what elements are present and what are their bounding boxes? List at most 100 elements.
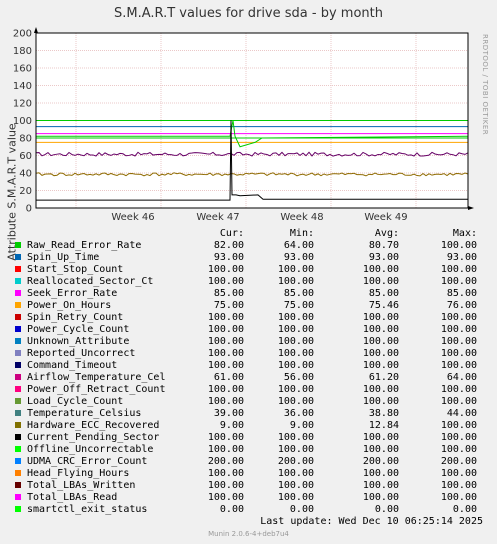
legend-name: Reallocated_Sector_Ct [27, 276, 154, 287]
chart-title: S.M.A.R.T values for drive sda - by mont… [114, 6, 383, 21]
legend-avg: 100.00 [362, 444, 399, 455]
legend-name: Power_Cycle_Count [27, 324, 130, 335]
legend-max: 100.00 [440, 432, 477, 443]
legend-swatch [15, 302, 21, 308]
legend-avg: 100.00 [362, 468, 399, 479]
legend-row: Total_LBAs_Read 100.00 100.00 100.00 100.00 [0, 492, 497, 504]
legend-avg: 12.84 [368, 420, 399, 431]
legend-name: Current_Pending_Sector [27, 432, 160, 443]
legend-avg: 100.00 [362, 312, 399, 323]
legend-cur: 100.00 [207, 324, 244, 335]
legend-name: Power_On_Hours [27, 300, 112, 311]
legend-row: Unknown_Attribute 100.00 100.00 100.00 100.0… [0, 336, 497, 348]
y-tick-label: 180 [13, 46, 32, 57]
legend-cur: 100.00 [207, 384, 244, 395]
legend-swatch [15, 410, 21, 416]
legend-header-min: Min: [289, 228, 314, 239]
legend-avg: 100.00 [362, 384, 399, 395]
legend-min: 100.00 [277, 276, 314, 287]
y-tick-label: 100 [13, 116, 32, 127]
legend-swatch [15, 338, 21, 344]
legend-max: 100.00 [440, 312, 477, 323]
legend-name: Command_Timeout [27, 360, 118, 371]
legend-cur: 0.00 [219, 504, 244, 515]
legend-row: Start_Stop_Count 100.00 100.00 100.00 100.00 [0, 264, 497, 276]
legend-avg: 200.00 [362, 456, 399, 467]
legend-max: 100.00 [440, 444, 477, 455]
legend-min: 56.00 [283, 372, 314, 383]
legend-name: Unknown_Attribute [27, 336, 130, 347]
legend-min: 100.00 [277, 348, 314, 359]
legend-swatch [15, 458, 21, 464]
legend-avg: 75.46 [368, 300, 399, 311]
legend-avg: 100.00 [362, 264, 399, 275]
legend-cur: 85.00 [213, 288, 244, 299]
legend-cur: 9.00 [219, 420, 244, 431]
legend-cur: 93.00 [213, 252, 244, 263]
legend-swatch [15, 254, 21, 260]
legend-avg: 38.80 [368, 408, 399, 419]
legend-name: Seek_Error_Rate [27, 288, 118, 299]
legend-swatch [15, 278, 21, 284]
legend-cur: 100.00 [207, 336, 244, 347]
legend-swatch [15, 434, 21, 440]
legend-row: Temperature_Celsius 39.00 36.00 38.80 44.00 [0, 408, 497, 420]
legend-cur: 39.00 [213, 408, 244, 419]
y-tick-label: 60 [19, 151, 32, 162]
y-tick-label: 140 [13, 81, 32, 92]
legend-row: Reallocated_Sector_Ct 100.00 100.00 100.00 1… [0, 276, 497, 288]
legend-name: Airflow_Temperature_Cel [27, 372, 166, 383]
legend-row: Total_LBAs_Written 100.00 100.00 100.00 100.… [0, 480, 497, 492]
legend-min: 100.00 [277, 360, 314, 371]
legend-header-avg: Avg: [374, 228, 399, 239]
legend-cur: 100.00 [207, 480, 244, 491]
y-tick-label: 40 [19, 169, 32, 180]
legend-min: 36.00 [283, 408, 314, 419]
x-axis-arrow [468, 206, 474, 210]
y-tick-label: 200 [13, 29, 32, 40]
legend-min: 100.00 [277, 312, 314, 323]
legend-min: 100.00 [277, 492, 314, 503]
legend-cur: 61.00 [213, 372, 244, 383]
legend-min: 64.00 [283, 240, 314, 251]
legend-max: 0.00 [452, 504, 477, 515]
legend-row: Current_Pending_Sector 100.00 100.00 100.00… [0, 432, 497, 444]
legend-max: 100.00 [440, 324, 477, 335]
legend-cur: 100.00 [207, 468, 244, 479]
y-tick-label: 80 [19, 134, 32, 145]
legend-max: 100.00 [440, 396, 477, 407]
legend-min: 75.00 [283, 300, 314, 311]
series-line-hardware-ecc [36, 120, 468, 201]
legend-max: 100.00 [440, 468, 477, 479]
legend-swatch [15, 290, 21, 296]
legend-cur: 100.00 [207, 360, 244, 371]
legend-max: 100.00 [440, 420, 477, 431]
legend-header: Cur: Min: Avg: Max: [0, 228, 497, 240]
legend-row: Raw_Read_Error_Rate 82.00 64.00 80.70 100.00 [0, 240, 497, 252]
legend-row: Airflow_Temperature_Cel 61.00 56.00 61.20 64… [0, 372, 497, 384]
legend-row: Seek_Error_Rate 85.00 85.00 85.00 85.00 [0, 288, 497, 300]
legend-cur: 100.00 [207, 276, 244, 287]
legend-row: Reported_Uncorrect 100.00 100.00 100.00 100.… [0, 348, 497, 360]
legend-max: 100.00 [440, 492, 477, 503]
legend-avg: 100.00 [362, 336, 399, 347]
legend-row: Power_On_Hours 75.00 75.00 75.46 76.00 [0, 300, 497, 312]
legend-min: 9.00 [289, 420, 314, 431]
legend-name: Reported_Uncorrect [27, 348, 136, 359]
legend-name: Temperature_Celsius [27, 408, 142, 419]
legend-swatch [15, 314, 21, 320]
legend-name: Offline_Uncorrectable [27, 444, 154, 455]
legend-name: Hardware_ECC_Recovered [27, 420, 160, 431]
legend-cur: 100.00 [207, 264, 244, 275]
legend-swatch [15, 350, 21, 356]
legend-name: Raw_Read_Error_Rate [27, 240, 142, 251]
series-line-raw-read [36, 120, 469, 148]
legend-swatch [15, 506, 21, 512]
legend-row: Offline_Uncorrectable 100.00 100.00 100.00 1… [0, 444, 497, 456]
legend-name: Head_Flying_Hours [27, 468, 130, 479]
legend-max: 100.00 [440, 348, 477, 359]
legend-swatch [15, 386, 21, 392]
plot-area: 0 20 40 60 80 100 120 140 160 180 200 Week 46 Week 4… [13, 27, 474, 223]
x-tick-label: Week 48 [280, 212, 323, 223]
legend-max: 100.00 [440, 336, 477, 347]
